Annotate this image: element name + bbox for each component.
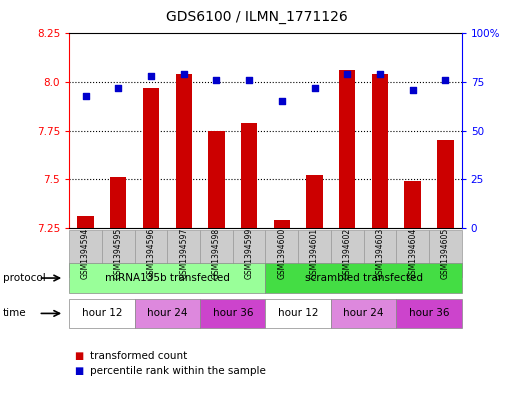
Bar — [273, 220, 290, 228]
Text: percentile rank within the sample: percentile rank within the sample — [90, 366, 266, 376]
Text: hour 24: hour 24 — [343, 309, 384, 318]
Text: ■: ■ — [74, 351, 84, 361]
Point — [147, 73, 155, 79]
Text: GSM1394601: GSM1394601 — [310, 228, 319, 279]
Text: GSM1394600: GSM1394600 — [278, 228, 286, 279]
Bar — [404, 181, 421, 228]
Text: hour 12: hour 12 — [82, 309, 122, 318]
Text: hour 36: hour 36 — [212, 309, 253, 318]
Text: GSM1394596: GSM1394596 — [147, 228, 155, 279]
Point — [180, 71, 188, 77]
Text: protocol: protocol — [3, 273, 45, 283]
Point — [310, 85, 319, 91]
Point — [278, 98, 286, 105]
Point — [343, 71, 351, 77]
Text: GSM1394603: GSM1394603 — [376, 228, 384, 279]
Text: transformed count: transformed count — [90, 351, 187, 361]
Bar — [437, 140, 453, 228]
Text: GSM1394597: GSM1394597 — [179, 228, 188, 279]
Text: hour 36: hour 36 — [409, 309, 449, 318]
Text: hour 12: hour 12 — [278, 309, 319, 318]
Bar — [175, 74, 192, 228]
Text: scrambled transfected: scrambled transfected — [305, 273, 423, 283]
Text: GSM1394605: GSM1394605 — [441, 228, 450, 279]
Text: ■: ■ — [74, 366, 84, 376]
Text: miRNA135b transfected: miRNA135b transfected — [105, 273, 230, 283]
Bar — [143, 88, 159, 228]
Point — [441, 77, 449, 83]
Point — [82, 92, 90, 99]
Text: time: time — [3, 309, 26, 318]
Text: GSM1394594: GSM1394594 — [81, 228, 90, 279]
Text: GSM1394599: GSM1394599 — [245, 228, 253, 279]
Bar — [372, 74, 388, 228]
Bar — [339, 70, 356, 228]
Point — [376, 71, 384, 77]
Text: GSM1394595: GSM1394595 — [114, 228, 123, 279]
Text: hour 24: hour 24 — [147, 309, 188, 318]
Bar — [241, 123, 258, 228]
Point — [212, 77, 221, 83]
Text: GSM1394602: GSM1394602 — [343, 228, 352, 279]
Text: GSM1394598: GSM1394598 — [212, 228, 221, 279]
Text: GDS6100 / ILMN_1771126: GDS6100 / ILMN_1771126 — [166, 10, 347, 24]
Bar — [77, 216, 94, 228]
Bar — [208, 130, 225, 228]
Point — [245, 77, 253, 83]
Point — [408, 87, 417, 93]
Bar — [110, 177, 127, 228]
Bar — [306, 175, 323, 228]
Text: GSM1394604: GSM1394604 — [408, 228, 417, 279]
Point — [114, 85, 123, 91]
